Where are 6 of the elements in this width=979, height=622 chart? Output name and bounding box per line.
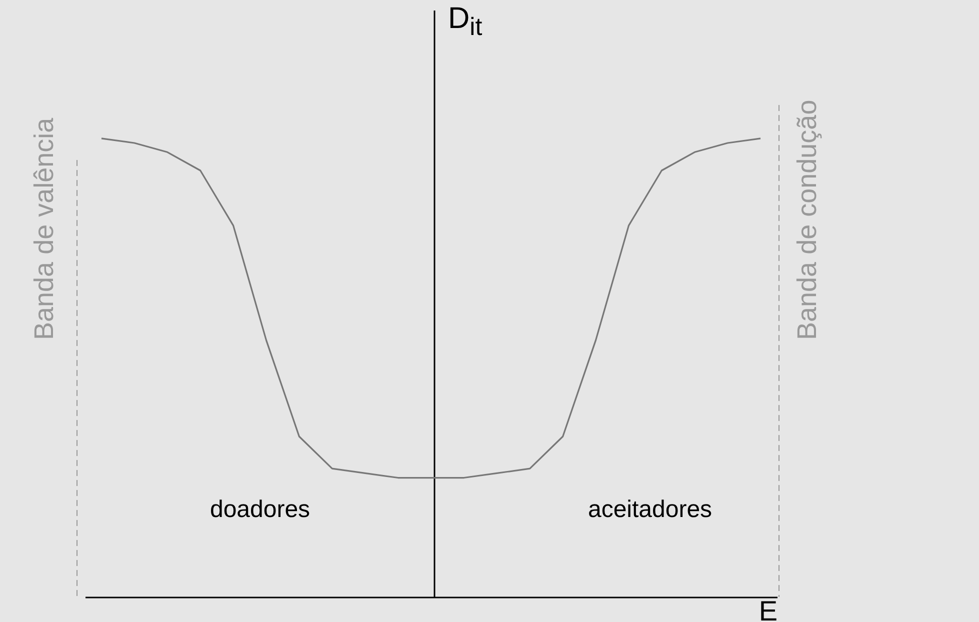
x-axis-title: E [758, 596, 778, 622]
annotation: doadores [210, 496, 310, 523]
text: Banda de condução [792, 100, 822, 340]
annotation: aceitadores [588, 496, 712, 523]
text: Banda de valência [29, 116, 59, 340]
y-axis-title: D$_{it}$ [448, 2, 482, 42]
